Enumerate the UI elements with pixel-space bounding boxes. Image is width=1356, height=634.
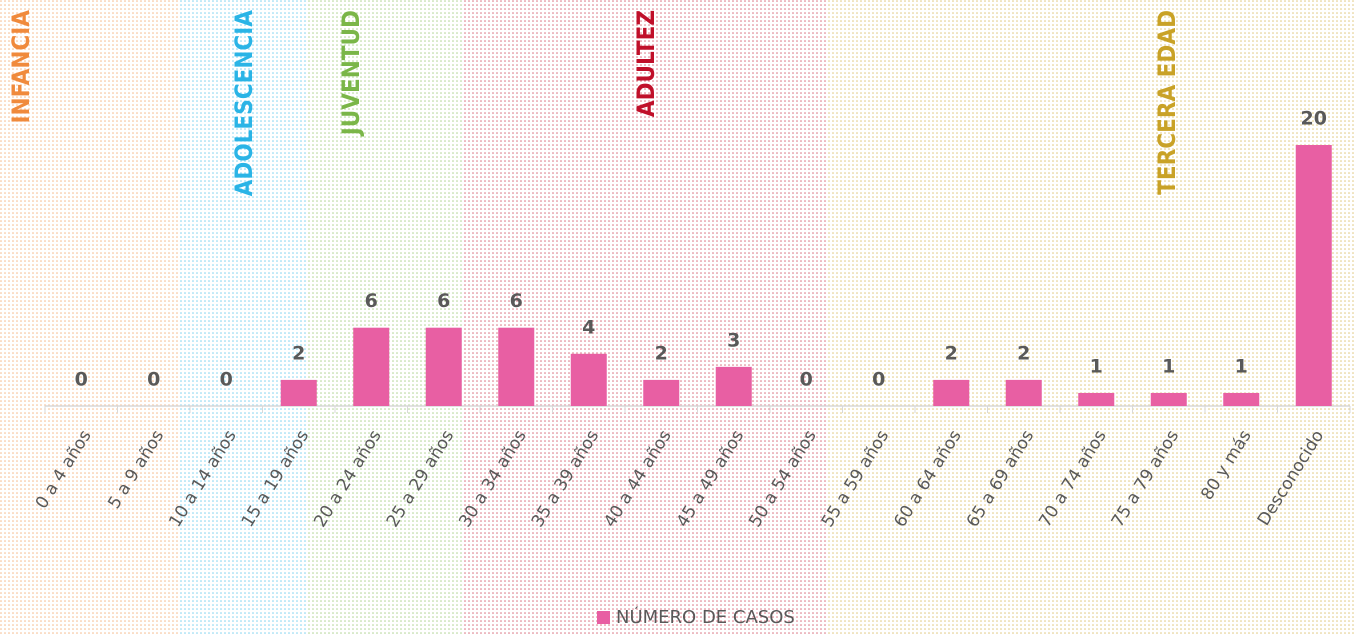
bar [353, 327, 390, 406]
age-band [828, 0, 1356, 634]
value-label: 0 [147, 369, 160, 391]
value-label: 0 [75, 369, 88, 391]
band-label: INFANCIA [7, 10, 35, 124]
age-band [0, 0, 178, 634]
bar [715, 366, 752, 406]
value-label: 6 [510, 290, 523, 312]
value-label: 2 [655, 342, 668, 364]
value-label: 6 [365, 290, 378, 312]
value-label: 6 [437, 290, 450, 312]
band-label: JUVENTUD [337, 10, 365, 137]
band-label: ADULTEZ [632, 10, 660, 117]
bar [933, 379, 970, 406]
bar [1223, 392, 1260, 406]
value-label: 3 [727, 329, 740, 351]
bar [498, 327, 535, 406]
value-label: 1 [1090, 355, 1103, 377]
age-band [462, 0, 828, 634]
bar [1005, 379, 1042, 406]
band-label: TERCERA EDAD [1153, 10, 1181, 195]
bar [280, 379, 317, 406]
bar [643, 379, 680, 406]
value-label: 0 [220, 369, 233, 391]
legend-label: NÚMERO DE CASOS [616, 606, 795, 628]
value-label: 1 [1235, 355, 1248, 377]
value-label: 1 [1162, 355, 1175, 377]
value-label: 20 [1301, 108, 1327, 130]
bar [1295, 145, 1332, 406]
value-label: 2 [1017, 342, 1030, 364]
value-label: 2 [292, 342, 305, 364]
value-label: 0 [872, 369, 885, 391]
band-label: ADOLESCENCIA [230, 10, 258, 197]
age-band [308, 0, 462, 634]
legend-swatch [597, 611, 610, 624]
bar [570, 353, 607, 406]
bar [1078, 392, 1115, 406]
bar [425, 327, 462, 406]
value-label: 0 [800, 369, 813, 391]
bar [1150, 392, 1187, 406]
value-label: 4 [582, 316, 595, 338]
age-band [178, 0, 308, 634]
value-label: 2 [945, 342, 958, 364]
